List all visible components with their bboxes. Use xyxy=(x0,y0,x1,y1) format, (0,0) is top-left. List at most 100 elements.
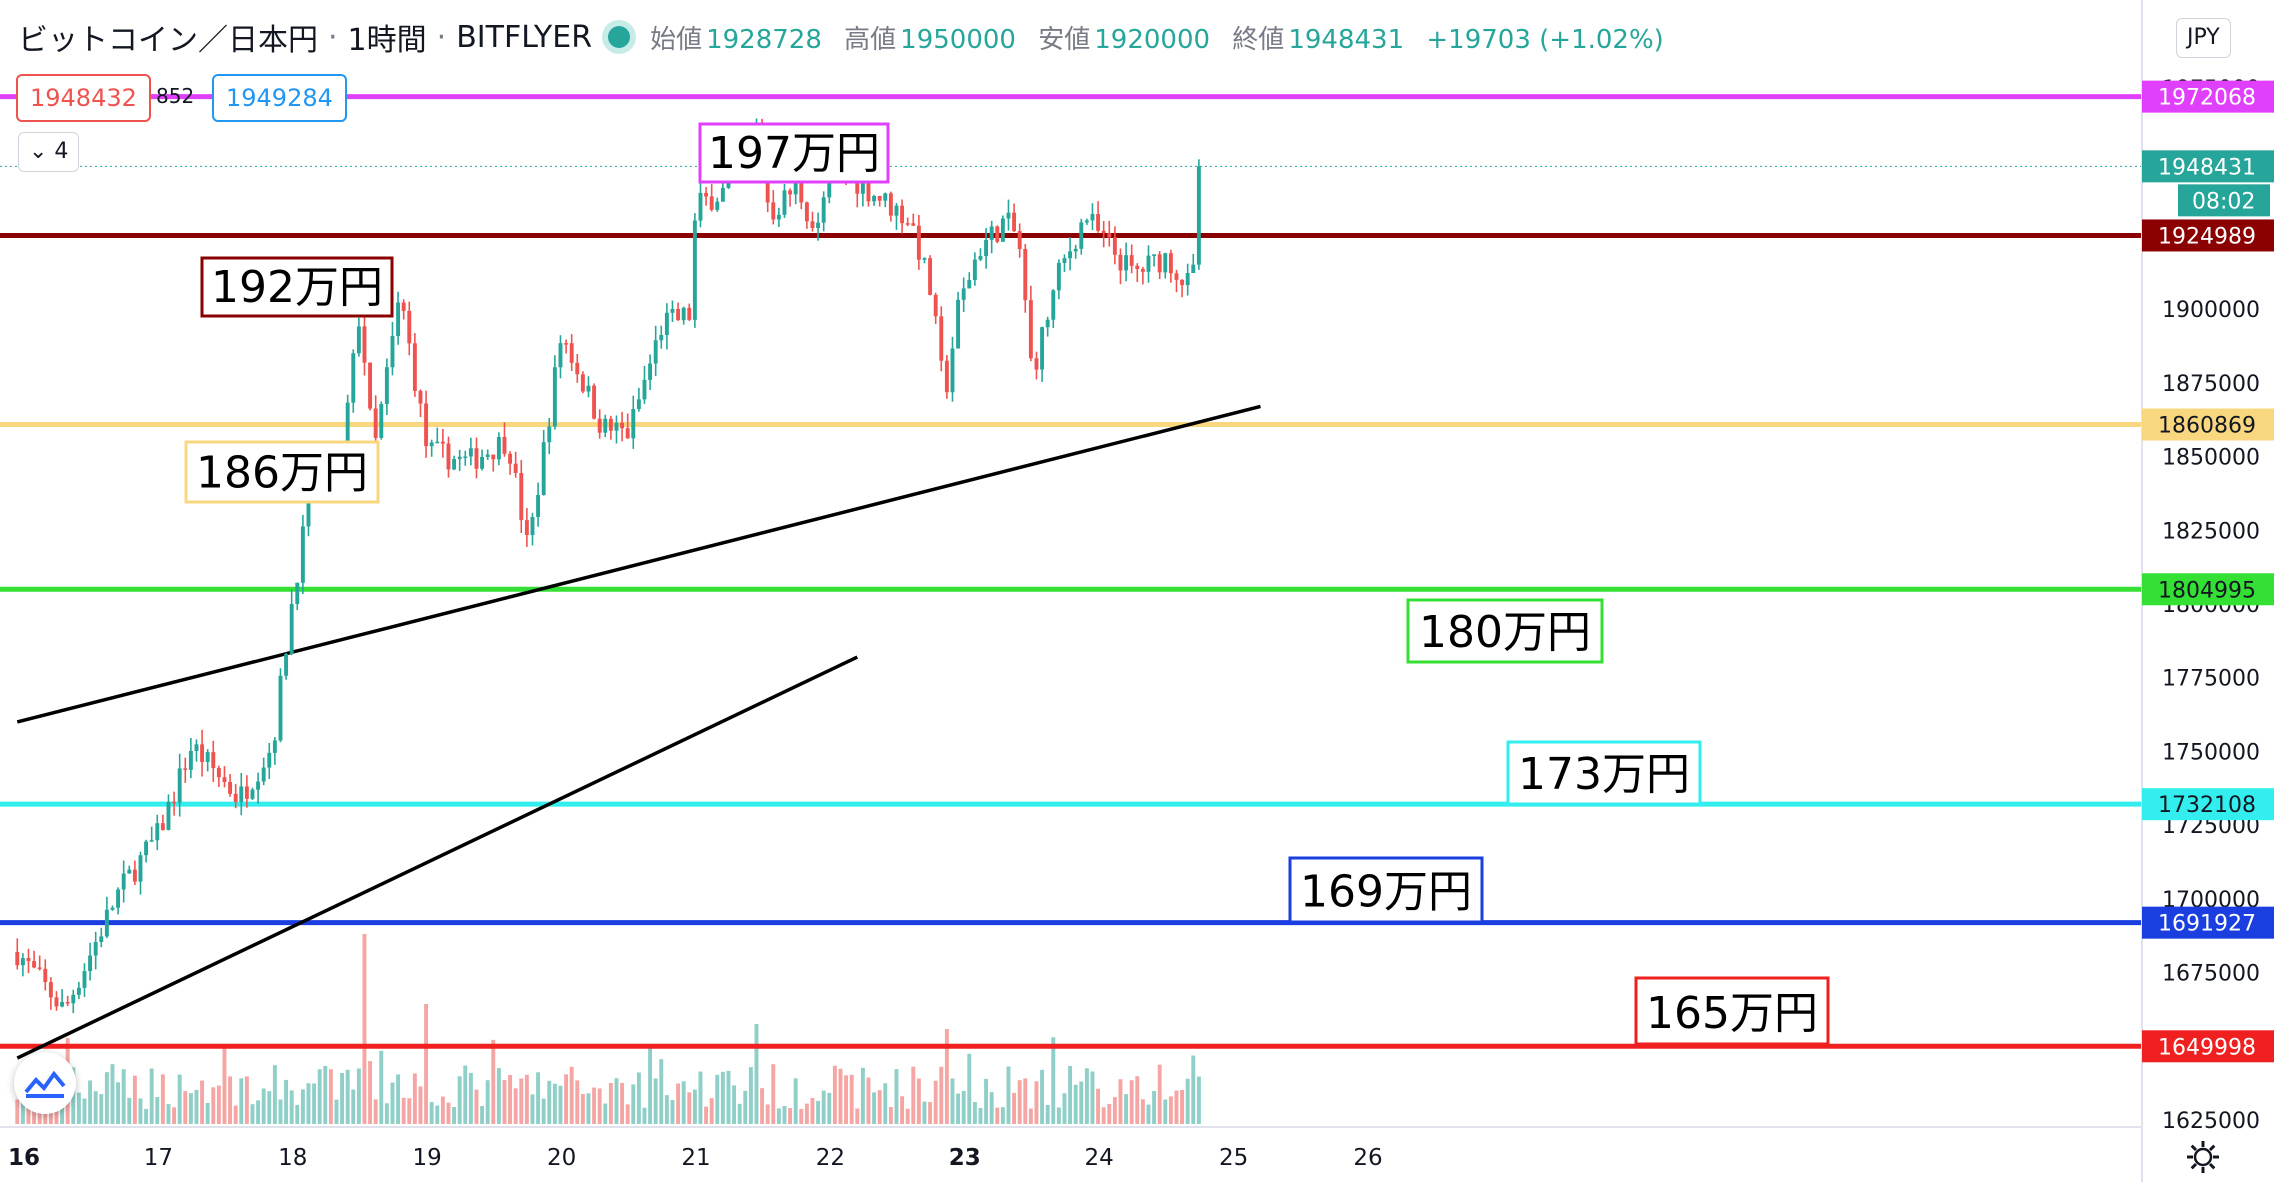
volume-bar xyxy=(838,1068,843,1124)
candle-body xyxy=(1034,358,1039,370)
volume-bar xyxy=(474,1089,479,1124)
open-label: 始値 xyxy=(650,24,703,55)
candle-body xyxy=(1185,272,1190,286)
buy-price-button[interactable]: 1949284 xyxy=(212,74,347,122)
candle-body xyxy=(1135,265,1140,270)
candle-body xyxy=(160,823,165,830)
time-tick-label: 24 xyxy=(1085,1145,1114,1171)
volume-bar xyxy=(754,1024,759,1124)
candle-body xyxy=(888,193,893,216)
candle-body xyxy=(653,340,658,364)
candle-body xyxy=(261,767,266,782)
candle-body xyxy=(625,428,630,439)
volume-bar xyxy=(60,1096,65,1124)
candle-body xyxy=(233,793,238,802)
level-price-tag xyxy=(2142,1030,2274,1063)
time-tick-label: 18 xyxy=(278,1145,307,1171)
high-value: 1950000 xyxy=(900,24,1016,55)
candle-body xyxy=(922,258,927,260)
volume-bar xyxy=(205,1102,210,1124)
volume-bar xyxy=(480,1106,485,1124)
candle-body xyxy=(1180,279,1185,286)
volume-bar xyxy=(603,1103,608,1124)
volume-bar xyxy=(1168,1096,1173,1124)
candle-body xyxy=(765,170,770,203)
candle-body xyxy=(1045,319,1050,328)
tradingview-logo-icon[interactable] xyxy=(14,1052,76,1114)
interval-label[interactable]: 1時間 xyxy=(347,23,427,58)
candle-body xyxy=(351,353,356,403)
candle-body xyxy=(720,187,725,202)
candle-body xyxy=(676,308,681,321)
level-price-label: 1649998 xyxy=(2158,1035,2256,1060)
candle-body xyxy=(631,408,636,439)
candle-body xyxy=(715,201,720,210)
candle-body xyxy=(1040,327,1045,370)
change-value: +19703 (+1.02%) xyxy=(1426,24,1664,55)
volume-bar xyxy=(1090,1071,1095,1124)
volume-bar xyxy=(894,1069,899,1124)
volume-bar xyxy=(961,1090,966,1124)
volume-bar xyxy=(345,1069,350,1124)
candle-body xyxy=(412,343,417,391)
candle-body xyxy=(368,362,373,409)
price-tick-label: 1675000 xyxy=(2162,962,2260,987)
candles xyxy=(15,118,1201,1014)
candle-body xyxy=(216,768,221,778)
time-tick-label: 19 xyxy=(413,1145,442,1171)
volume-bar xyxy=(351,1089,356,1124)
volume-bar xyxy=(295,1104,300,1124)
candle-body xyxy=(1068,251,1073,259)
candle-body xyxy=(356,326,361,354)
volume-bar xyxy=(989,1092,994,1124)
time-axis[interactable]: 16 17 18 19 20 21 22 23 24 25 26 xyxy=(8,1145,1383,1171)
sell-price-button[interactable]: 1948432 xyxy=(16,74,151,122)
volume-bar xyxy=(166,1104,171,1124)
candle-body xyxy=(1006,212,1011,219)
candle-body xyxy=(536,495,541,518)
price-tick-label: 1750000 xyxy=(2162,740,2260,765)
volume-bar xyxy=(1062,1093,1067,1124)
indicators-collapse-button[interactable]: ⌄ 4 xyxy=(18,132,80,172)
symbol-name[interactable]: ビットコイン／日本円 xyxy=(18,23,318,58)
volume-bar xyxy=(1191,1055,1196,1124)
trendlines xyxy=(16,404,1261,1060)
volume-bar xyxy=(1079,1081,1084,1124)
volume-bar xyxy=(793,1078,798,1124)
volume-bar xyxy=(228,1076,233,1124)
currency-button[interactable]: JPY xyxy=(2176,18,2231,58)
volume-bar xyxy=(435,1105,440,1124)
candle-body xyxy=(1163,253,1168,273)
candle-body xyxy=(1000,218,1005,242)
candle-body xyxy=(681,307,686,321)
candle-body xyxy=(345,402,350,446)
volume-bar xyxy=(1051,1037,1056,1124)
volume-bar xyxy=(760,1088,765,1124)
candle-body xyxy=(541,442,546,496)
candle-body xyxy=(911,223,916,226)
candle-body xyxy=(972,259,977,281)
volume-bar xyxy=(149,1068,154,1124)
candle-body xyxy=(396,302,401,336)
countdown-tag xyxy=(2178,184,2270,217)
candle-body xyxy=(457,456,462,460)
candle-body xyxy=(194,744,199,752)
time-tick-label: 26 xyxy=(1353,1145,1382,1171)
candle-body xyxy=(552,367,557,427)
candle-body xyxy=(575,362,580,375)
volume-bar xyxy=(614,1078,619,1124)
candle-body xyxy=(177,768,182,803)
candle-body xyxy=(379,403,384,438)
volume-bar xyxy=(457,1076,462,1124)
volume-bar xyxy=(396,1074,401,1124)
candle-body xyxy=(939,316,944,361)
gear-icon[interactable] xyxy=(2184,1138,2222,1176)
level-price-tag xyxy=(2142,573,2274,606)
volume-bar xyxy=(463,1065,468,1124)
volume-bar xyxy=(844,1075,849,1124)
candle-body xyxy=(1174,273,1179,280)
exchange-label[interactable]: BITFLYER xyxy=(456,19,593,55)
volume-bar xyxy=(1135,1076,1140,1124)
